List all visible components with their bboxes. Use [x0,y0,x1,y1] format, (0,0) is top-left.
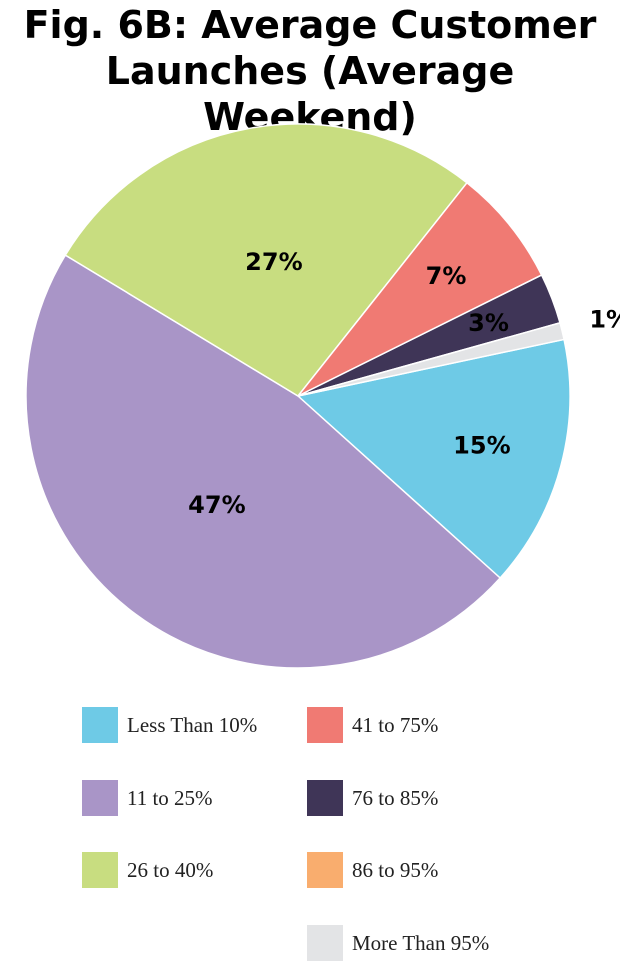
chart-title-line-2: Launches (Average Weekend) [105,49,515,139]
legend-label: 26 to 40% [127,858,214,882]
pie-slice-11-to-25 [25,254,502,669]
legend-swatch [307,780,343,816]
legend-label: 11 to 25% [127,786,213,810]
pie-slice-more-than-95 [297,321,565,397]
legend-swatch [82,852,118,888]
pie-slice-label: 7% [426,262,467,290]
pie-slice-label: 1% [589,305,620,333]
pie-chart: 15% 47% 27% 7%3% 1% [25,123,620,669]
legend-label: 41 to 75% [352,713,439,737]
legend-swatch [307,925,343,961]
chart-title-line-1: Fig. 6B: Average Customer [23,3,597,47]
legend-label: Less Than 10% [127,713,258,737]
legend-swatch [307,852,343,888]
pie-slice-label: 15% [453,431,510,459]
legend-swatch [307,707,343,743]
pie-slice-label: 27% [245,248,302,276]
legend-swatch [82,707,118,743]
chart-title: Fig. 6B: Average Customer Launches (Aver… [0,2,620,140]
pie-slice-label: 47% [188,491,245,519]
pie-slice-26-to-40 [64,123,469,397]
pie-slice-41-to-75 [297,181,543,397]
legend-label: More Than 95% [352,931,490,955]
legend-label: 76 to 85% [352,786,439,810]
legend-swatch [82,780,118,816]
legend-label: 86 to 95% [352,858,439,882]
pie-slice-less-than-10 [296,338,571,580]
pie-slice-label: 3% [468,309,509,337]
